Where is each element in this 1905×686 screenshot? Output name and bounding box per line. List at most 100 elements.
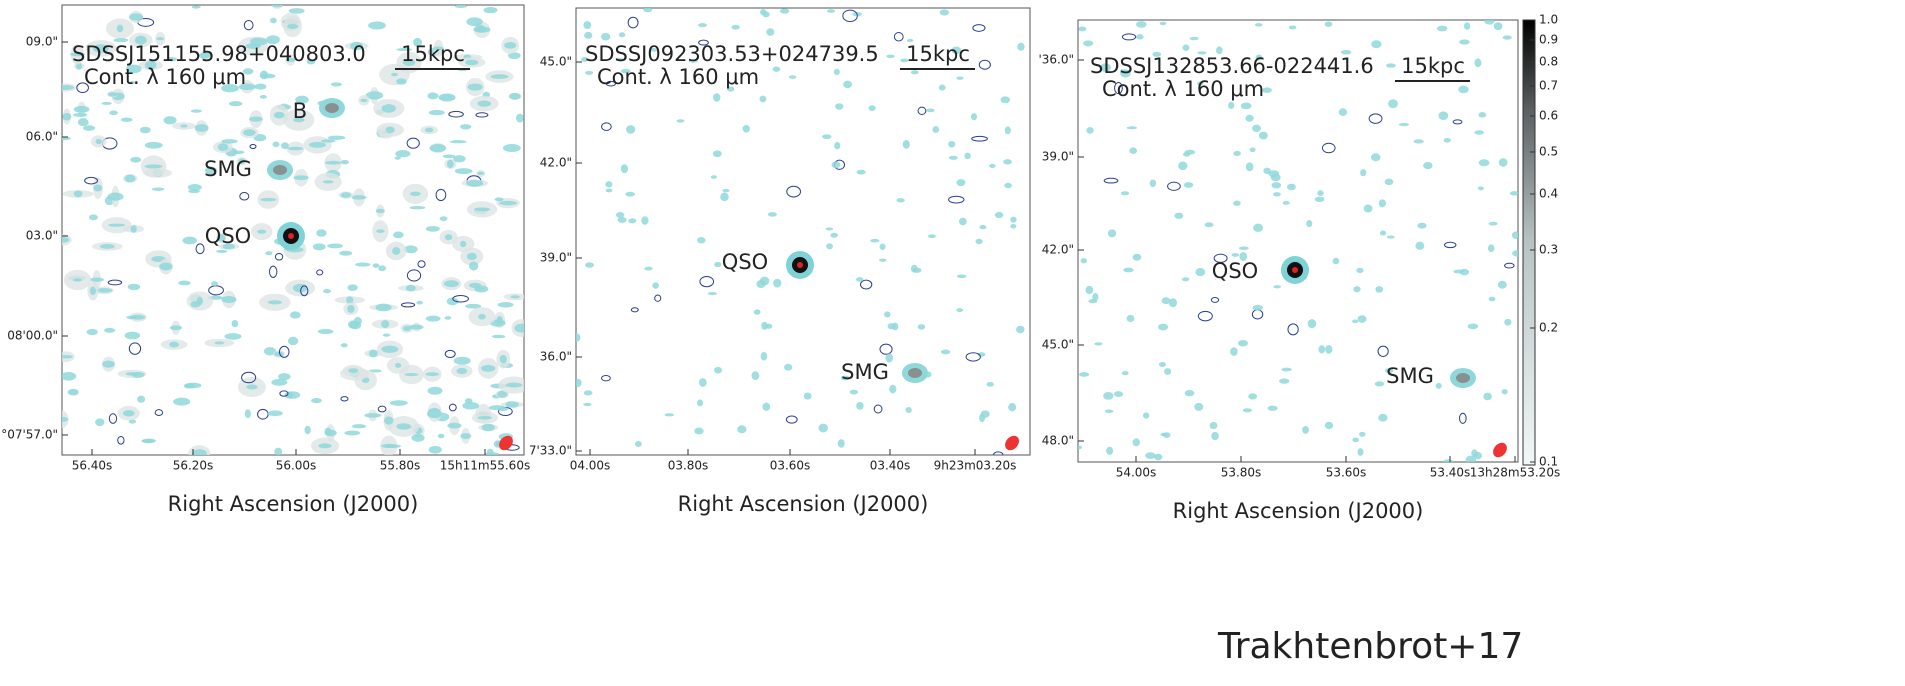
noise-cyan (1017, 42, 1025, 51)
noise-cyan (688, 59, 698, 63)
noise-cyan (1273, 192, 1281, 197)
noise-cyan (1100, 63, 1111, 72)
noise-cyan (144, 164, 163, 169)
contour (406, 269, 422, 282)
noise-cyan (1254, 23, 1263, 27)
noise-cyan (355, 262, 371, 267)
noise-cyan (293, 117, 305, 123)
x-axis-label: Right Ascension (J2000) (678, 492, 929, 516)
noise-cyan (1158, 362, 1167, 367)
noise-cyan (238, 158, 246, 165)
noise-cyan (427, 92, 439, 100)
contour (993, 451, 1004, 455)
colorbar (1522, 19, 1536, 466)
noise-cyan (1413, 139, 1424, 144)
noise-cyan (428, 445, 442, 454)
contour (948, 195, 965, 204)
x-tick-label: 53.80s (1221, 466, 1262, 480)
contour (1167, 181, 1181, 191)
noise-cyan (221, 295, 237, 304)
noise-cyan (1255, 54, 1263, 61)
y-tick-label: 39.0" (540, 251, 572, 265)
noise-cyan (1157, 323, 1169, 331)
source-label: QSO (205, 224, 251, 248)
noise-cyan (134, 35, 147, 45)
noise-cyan (837, 439, 845, 448)
scale-label: 15kpc (906, 42, 970, 66)
noise-cyan (1182, 152, 1191, 157)
noise-cyan (151, 187, 165, 191)
noise-cyan (1253, 223, 1264, 232)
noise-cyan (1209, 421, 1218, 430)
noise-cyan (381, 104, 397, 113)
noise-cyan (1324, 21, 1333, 27)
noise-cyan (393, 231, 404, 239)
noise-cyan (1010, 216, 1017, 223)
noise-cyan (306, 58, 316, 65)
noise-cyan (439, 216, 448, 222)
noise-cyan (1488, 221, 1498, 226)
noise-cyan (425, 372, 440, 377)
noise-cyan (287, 146, 303, 151)
noise-cyan (287, 336, 299, 346)
noise-cyan (664, 413, 675, 417)
contour (241, 371, 257, 384)
noise-cyan (375, 303, 392, 312)
noise-cyan (494, 197, 504, 202)
contour (1452, 119, 1463, 125)
noise-cyan (1083, 40, 1094, 47)
noise-cyan (444, 316, 452, 320)
noise-cyan (697, 236, 706, 244)
noise-cyan (1113, 391, 1124, 398)
source-label: QSO (722, 250, 768, 274)
noise-cyan (849, 389, 859, 395)
noise-cyan (1242, 408, 1252, 413)
contour (1504, 262, 1515, 269)
noise-cyan (221, 139, 238, 144)
noise-cyan (1094, 342, 1103, 346)
noise-cyan (584, 262, 595, 268)
noise-cyan (144, 60, 157, 70)
noise-cyan (910, 264, 918, 273)
noise-cyan (1511, 231, 1518, 239)
noise-cyan (449, 140, 467, 144)
noise-cyan (89, 277, 104, 282)
image-frame (575, 7, 1031, 456)
noise-cyan (515, 113, 524, 123)
band-label: Cont. λ 160 μm (84, 65, 246, 89)
noise-cyan (474, 285, 489, 293)
noise-cyan (372, 263, 380, 268)
noise-cyan (130, 156, 142, 163)
noise-cyan (416, 300, 423, 305)
qso-peak (797, 262, 803, 268)
contour (448, 110, 464, 118)
noise-cyan (178, 280, 191, 286)
contour (128, 342, 142, 355)
x-tick-label: 56.00s (276, 459, 317, 473)
noise-cyan (295, 95, 309, 104)
noise-cyan (1360, 169, 1367, 177)
contour (859, 279, 873, 290)
noise-cyan (917, 324, 926, 330)
contour (243, 19, 254, 31)
noise-cyan (722, 188, 730, 193)
noise-cyan (1211, 431, 1219, 441)
noise-cyan (364, 413, 382, 418)
noise-cyan (1438, 111, 1449, 120)
x-tick-label: 53.60s (1326, 466, 1367, 480)
noise-cyan (1388, 99, 1398, 109)
y-tick-label: 08'00.0" (7, 329, 58, 343)
contour (84, 176, 99, 185)
noise-cyan (951, 46, 962, 55)
noise-cyan (169, 325, 183, 331)
noise-cyan (395, 150, 411, 158)
noise-cyan (1189, 36, 1199, 41)
noise-cyan (376, 229, 385, 233)
beam (1493, 442, 1507, 458)
noise-cyan (257, 229, 267, 234)
noise-cyan (62, 113, 72, 121)
noise-cyan (394, 156, 401, 160)
noise-cyan (327, 243, 344, 249)
noise-cyan (409, 191, 421, 197)
colorbar-tick-label: 0.2 (1539, 321, 1558, 335)
